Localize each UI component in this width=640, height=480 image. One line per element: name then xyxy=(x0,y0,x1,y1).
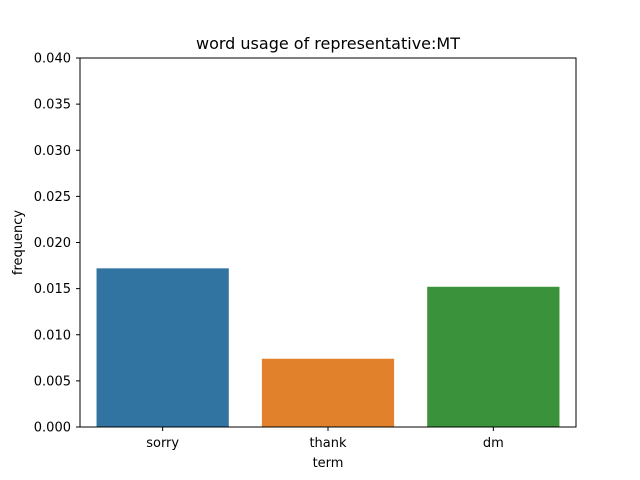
y-tick-label: 0.005 xyxy=(34,374,71,389)
y-tick-label: 0.025 xyxy=(34,190,71,205)
y-tick-label: 0.040 xyxy=(34,52,71,67)
y-tick-label: 0.000 xyxy=(34,421,71,436)
chart-title: word usage of representative:MT xyxy=(196,34,460,53)
x-tick-label: sorry xyxy=(146,436,179,451)
y-axis: 0.000 0.005 0.010 0.015 0.020 0.025 0.030 0.035… xyxy=(34,52,80,436)
y-tick-label: 0.020 xyxy=(34,236,71,251)
bar-thank xyxy=(261,358,395,427)
y-tick-label: 0.010 xyxy=(34,328,71,343)
y-tick-label: 0.030 xyxy=(34,144,71,159)
x-tick-label: dm xyxy=(483,436,504,451)
y-tick-label: 0.035 xyxy=(34,98,71,113)
bar-sorry xyxy=(96,268,229,427)
x-tick-label: thank xyxy=(309,436,347,451)
y-tick-label: 0.015 xyxy=(34,282,71,297)
bar-dm xyxy=(427,286,560,427)
x-axis-label: term xyxy=(313,456,344,471)
plot-frame xyxy=(79,57,577,428)
bars xyxy=(96,268,560,427)
x-axis: sorry thank dm xyxy=(146,427,504,451)
y-axis-label: frequency xyxy=(11,210,26,276)
